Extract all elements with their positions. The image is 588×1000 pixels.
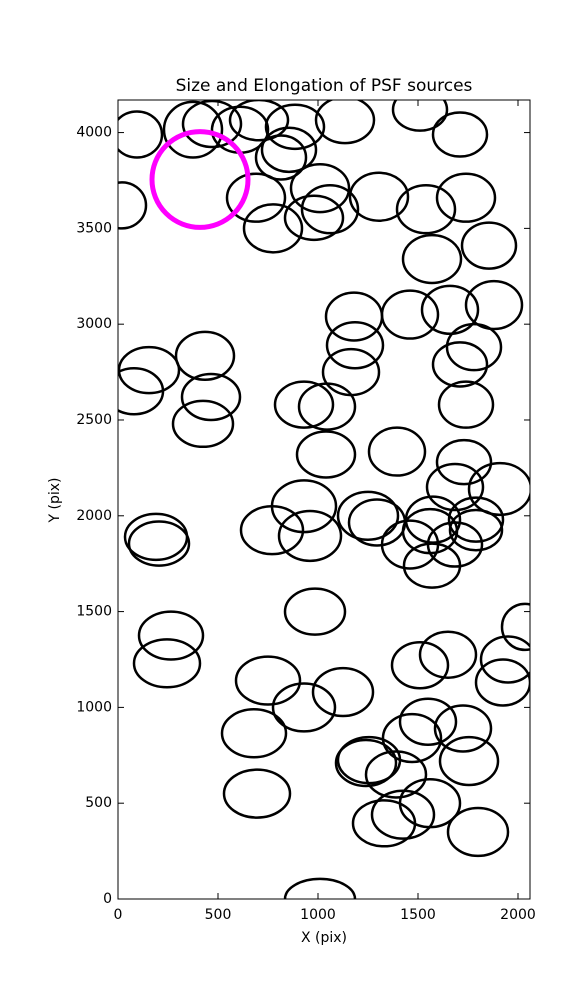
psf-ellipse — [132, 638, 202, 689]
psf-ellipse — [162, 100, 224, 159]
x-tick-label: 1000 — [300, 907, 336, 923]
psf-ellipse — [260, 126, 318, 174]
psf-ellipse — [277, 509, 343, 563]
psf-ellipse — [435, 438, 493, 486]
psf-ellipse — [271, 682, 337, 733]
plot-area — [118, 100, 530, 899]
psf-ellipse — [324, 291, 384, 342]
psf-ellipse — [438, 735, 500, 787]
psf-ellipse — [370, 789, 436, 840]
psf-ellipse — [348, 171, 410, 222]
psf-ellipse — [137, 610, 205, 661]
y-tick-label: 4000 — [76, 125, 112, 141]
psf-ellipse — [446, 806, 510, 858]
psf-ellipse — [289, 162, 351, 214]
psf-ellipse — [254, 134, 308, 181]
psf-ellipse — [174, 330, 236, 381]
psf-ellipse — [222, 768, 292, 819]
psf-ellipse — [297, 382, 357, 431]
psf-ellipse — [381, 712, 443, 764]
psf-ellipse — [264, 103, 326, 151]
psf-ellipse — [127, 520, 191, 567]
psf-ellipse — [425, 462, 485, 512]
psf-ellipse — [300, 184, 360, 235]
psf-ellipse — [321, 347, 381, 397]
psf-ellipse — [445, 322, 503, 372]
psf-ellipse — [239, 504, 305, 556]
psf-ellipse — [435, 172, 497, 223]
psf-ellipse — [418, 630, 478, 679]
psf-ellipse — [464, 279, 524, 331]
psf-ellipse — [448, 508, 504, 552]
psf-ellipse — [398, 697, 458, 747]
chart-title: Size and Elongation of PSF sources — [176, 76, 473, 96]
y-tick-label: 3500 — [76, 220, 112, 236]
psf-ellipse — [220, 708, 288, 759]
psf-ellipse — [391, 100, 449, 132]
x-tick-label: 1500 — [400, 907, 436, 923]
y-tick-label: 2500 — [76, 412, 112, 428]
psf-ellipse — [334, 738, 398, 788]
psf-ellipse — [118, 110, 164, 159]
psf-ellipse — [295, 430, 357, 479]
psf-ellipse — [234, 655, 302, 706]
y-tick-label: 1000 — [76, 699, 112, 715]
psf-ellipse — [447, 496, 505, 543]
plot-frame — [117, 99, 531, 900]
psf-ellipse — [118, 367, 165, 416]
psf-ellipse — [380, 289, 440, 340]
psf-ellipse — [401, 233, 463, 285]
psf-ellipse — [283, 194, 345, 242]
psf-ellipse — [500, 602, 530, 652]
psf-ellipse — [242, 203, 304, 254]
psf-ellipse — [228, 100, 290, 142]
psf-ellipse — [431, 111, 489, 158]
y-tick-label: 1500 — [76, 604, 112, 620]
psf-ellipse — [171, 399, 235, 449]
highlight-circle — [149, 129, 251, 230]
psf-ellipse — [420, 284, 480, 336]
psf-ellipse — [390, 640, 450, 690]
x-axis-label: X (pix) — [301, 930, 347, 946]
psf-ellipse — [460, 221, 518, 270]
psf-ellipse — [437, 380, 495, 429]
y-tick-label: 0 — [103, 891, 112, 907]
psf-ellipse — [283, 587, 347, 636]
y-axis-label: Y (pix) — [47, 478, 63, 524]
psf-ellipse — [351, 799, 417, 848]
psf-ellipse — [181, 100, 243, 149]
y-tick-label: 2000 — [76, 508, 112, 524]
x-tick-label: 2000 — [500, 907, 536, 923]
psf-ellipse — [336, 490, 400, 541]
y-tick-label: 500 — [85, 795, 112, 811]
psf-ellipse — [336, 735, 402, 785]
psf-ellipse — [225, 172, 287, 223]
psf-ellipse — [479, 635, 530, 684]
psf-ellipse — [325, 321, 385, 370]
psf-ellipse — [395, 184, 457, 235]
psf-ellipse — [367, 426, 427, 477]
psf-ellipse — [273, 380, 335, 429]
psf-ellipse — [180, 372, 242, 422]
y-tick-label: 3000 — [76, 316, 112, 332]
psf-ellipse — [433, 704, 493, 753]
psf-ellipse — [474, 658, 530, 707]
psf-ellipse — [364, 750, 428, 799]
psf-ellipse — [431, 341, 489, 388]
psf-ellipse — [467, 461, 530, 517]
psf-ellipse — [314, 100, 376, 145]
psf-ellipse — [402, 542, 462, 589]
psf-ellipse — [311, 666, 375, 718]
x-tick-label: 0 — [114, 907, 123, 923]
x-tick-label: 500 — [205, 907, 232, 923]
